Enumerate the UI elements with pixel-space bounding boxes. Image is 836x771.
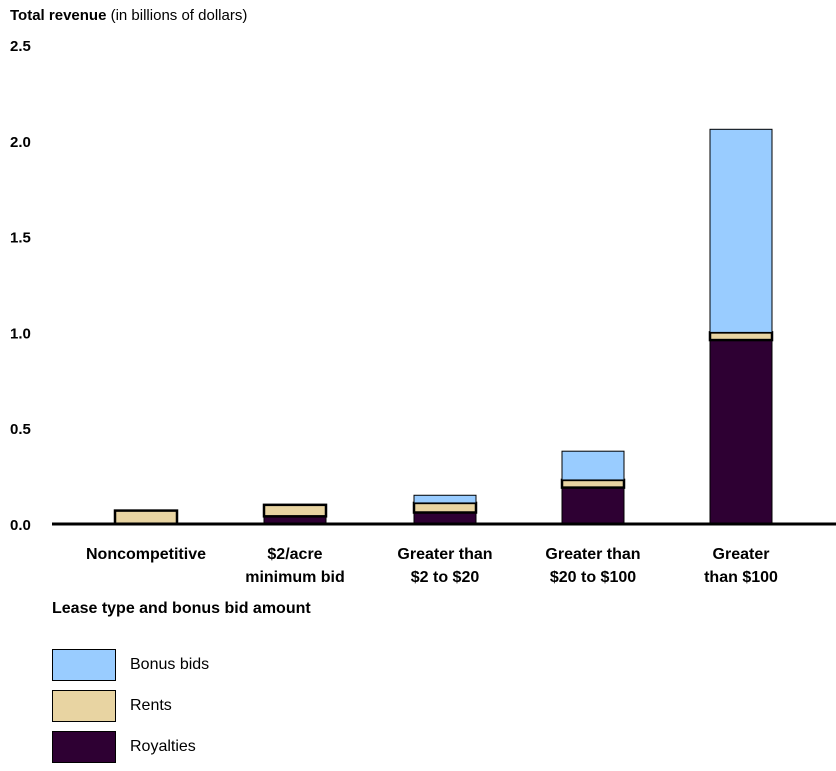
y-axis-title-bold: Total revenue [10, 7, 107, 24]
x-tick-label-4-0: Greater [713, 546, 770, 563]
x-tick-label-0-0: Noncompetitive [86, 546, 206, 563]
legend-item-royalties: Royalties [52, 730, 209, 764]
y-tick-label-2: 1.0 [10, 325, 31, 342]
y-axis-title: Total revenue (in billions of dollars) [10, 7, 247, 24]
bar-rents-2 [412, 501, 478, 514]
bar-rents-3 [560, 478, 626, 489]
y-tick-label-3: 1.5 [10, 230, 31, 247]
x-tick-label-3-0: Greater than [545, 546, 640, 563]
legend-label-rents: Rents [130, 697, 172, 714]
legend-label-bonus-bids: Bonus bids [130, 656, 210, 673]
bar-bonus-bids-4 [709, 128, 773, 333]
bar-rents-1 [262, 503, 328, 518]
y-tick-label-5: 2.5 [10, 38, 31, 55]
bar-royalties-2 [413, 512, 477, 525]
legend: Bonus bids Rents Royalties [52, 648, 209, 771]
x-axis-title: Lease type and bonus bid amount [52, 600, 311, 617]
bar-rents-0 [113, 509, 179, 526]
legend-swatch-rents [52, 690, 116, 722]
x-tick-label-4-1: than $100 [704, 569, 778, 586]
y-axis-title-rest: (in billions of dollars) [106, 7, 248, 24]
revenue-chart: 0.0 0.5 1.0 1.5 2.0 2.5 Noncompetitive $2/acre m… [10, 38, 836, 586]
legend-item-bonus-bids: Bonus bids [52, 648, 209, 682]
x-tick-label-1-0: $2/acre [267, 546, 322, 563]
bar-bonus-bids-2 [413, 494, 477, 504]
x-tick-label-1-1: minimum bid [245, 569, 345, 586]
x-tick-label-2-1: $2 to $20 [411, 569, 480, 586]
bar-royalties-4 [709, 339, 773, 525]
x-tick-label-2-0: Greater than [397, 546, 492, 563]
bar-royalties-3 [561, 487, 625, 525]
legend-swatch-royalties [52, 731, 116, 763]
y-tick-label-1: 0.5 [10, 421, 31, 438]
legend-swatch-bonus-bids [52, 649, 116, 681]
y-tick-label-4: 2.0 [10, 134, 31, 151]
y-tick-label-0: 0.0 [10, 517, 31, 534]
x-tick-label-3-1: $20 to $100 [550, 569, 636, 586]
legend-label-royalties: Royalties [130, 738, 196, 755]
bar-rents-4 [708, 331, 774, 342]
legend-item-rents: Rents [52, 689, 209, 723]
bar-bonus-bids-3 [561, 450, 625, 481]
